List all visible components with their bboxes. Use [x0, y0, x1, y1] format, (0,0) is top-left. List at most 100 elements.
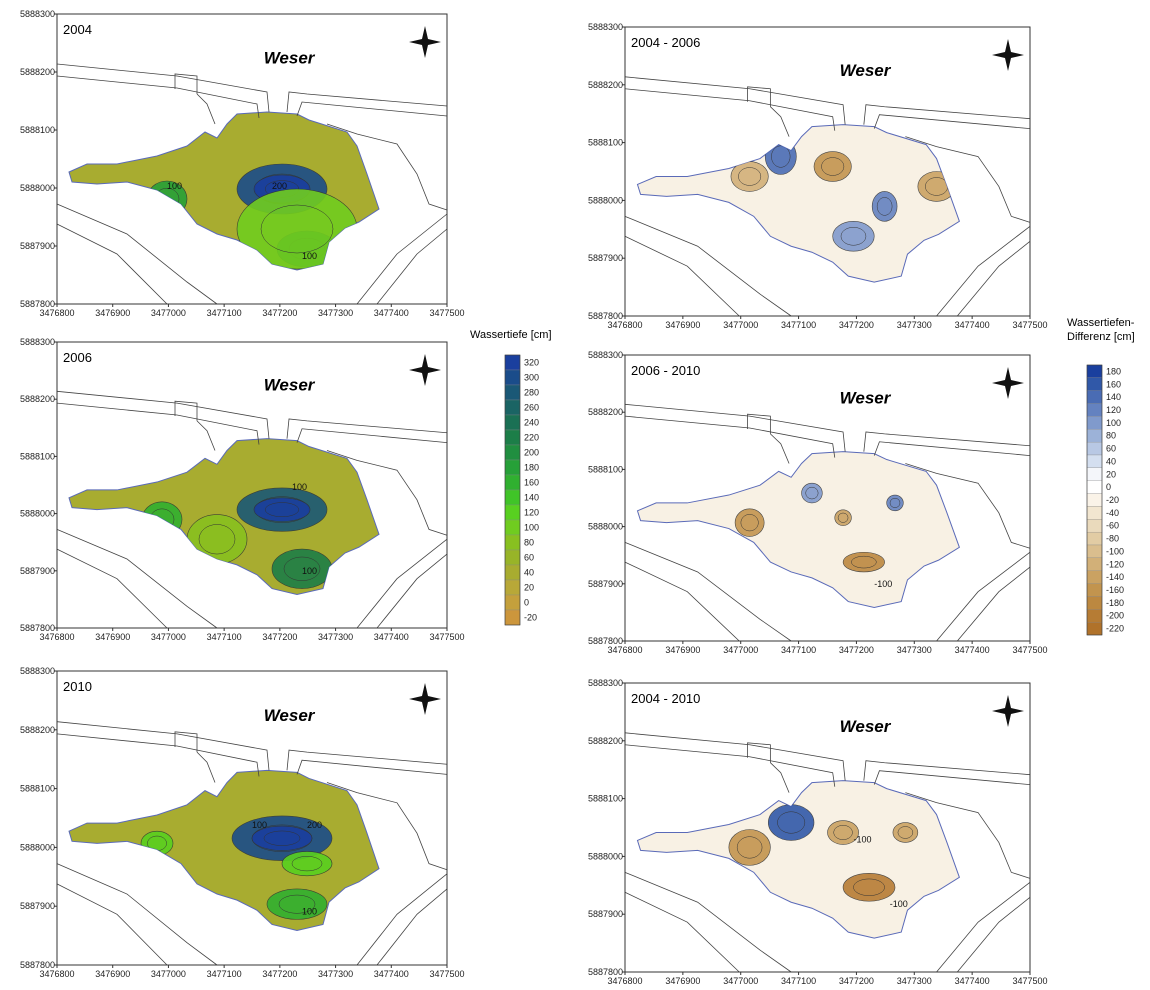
- x-tick-label: 3477000: [151, 969, 186, 979]
- colorbar-cell: [505, 520, 520, 535]
- y-tick-label: 5888200: [588, 736, 623, 746]
- y-tick-label: 5888300: [588, 22, 623, 32]
- contour-zone: [254, 498, 310, 522]
- colorbar-cell: [1087, 455, 1102, 468]
- colorbar-cell: [1087, 609, 1102, 622]
- colorbar-label: -20: [524, 613, 537, 623]
- y-tick-label: 5887900: [20, 241, 55, 251]
- x-tick-label: 3476800: [607, 320, 642, 330]
- colorbar-cell: [1087, 404, 1102, 417]
- x-tick-label: 3477500: [1012, 976, 1047, 985]
- colorbar-label: -220: [1106, 624, 1124, 634]
- x-tick-label: 3477300: [318, 632, 353, 642]
- river-label: Weser: [264, 48, 316, 67]
- x-tick-label: 3477000: [151, 632, 186, 642]
- contour-zone: [835, 510, 852, 526]
- colorbar-label: 100: [1106, 418, 1121, 428]
- contour-zone: [765, 139, 796, 175]
- colorbar-cell: [505, 460, 520, 475]
- y-tick-label: 5888300: [20, 337, 55, 347]
- y-tick-label: 5888300: [20, 9, 55, 19]
- x-tick-label: 3477200: [262, 969, 297, 979]
- shoreline: [287, 92, 447, 112]
- colorbar-cell: [505, 370, 520, 385]
- colorbar-label: 60: [524, 553, 534, 563]
- river-label: Weser: [264, 376, 316, 395]
- colorbar-cell: [505, 610, 520, 625]
- colorbar-label: 180: [524, 463, 539, 473]
- colorbar-cell: [505, 415, 520, 430]
- colorbar-label: 240: [524, 418, 539, 428]
- shoreline: [57, 64, 269, 112]
- colorbar-label: 280: [524, 388, 539, 398]
- contour-zone: [237, 189, 357, 269]
- panel-title: 2010: [63, 679, 92, 694]
- shoreline: [770, 434, 789, 464]
- contour-zone: [887, 495, 904, 511]
- colorbar-cell: [1087, 468, 1102, 481]
- x-tick-label: 3476800: [39, 308, 74, 318]
- shoreline: [57, 76, 259, 118]
- y-tick-label: 5888000: [20, 509, 55, 519]
- map-panel: 2006 - 2010Weser-10034768003476900347700…: [588, 350, 1048, 655]
- x-tick-label: 3477000: [723, 976, 758, 985]
- x-tick-label: 3477500: [429, 308, 464, 318]
- x-tick-label: 3476800: [607, 645, 642, 655]
- colorbar-cell: [1087, 532, 1102, 545]
- x-tick-label: 3477000: [151, 308, 186, 318]
- contour-line: [816, 101, 828, 113]
- colorbar-cell: [505, 475, 520, 490]
- y-tick-label: 5887800: [20, 960, 55, 970]
- contour-label: -100: [874, 579, 892, 589]
- colorbar-cell: [1087, 481, 1102, 494]
- shoreline: [864, 432, 1030, 452]
- colorbar-cell: [1087, 558, 1102, 571]
- colorbar-cell: [505, 595, 520, 610]
- colorbar-label: 80: [1106, 431, 1116, 441]
- contour-zone: [768, 805, 814, 841]
- x-tick-label: 3476900: [665, 976, 700, 985]
- x-tick-label: 3477100: [781, 976, 816, 985]
- shoreline: [57, 549, 167, 628]
- shoreline: [57, 224, 167, 304]
- y-tick-label: 5888100: [20, 784, 55, 794]
- colorbar-label: 300: [524, 373, 539, 383]
- river-label: Weser: [840, 389, 892, 408]
- colorbar-cell: [505, 400, 520, 415]
- y-tick-label: 5888200: [20, 67, 55, 77]
- colorbar-label: -80: [1106, 534, 1119, 544]
- x-tick-label: 3477300: [318, 969, 353, 979]
- y-tick-label: 5888000: [588, 851, 623, 861]
- y-tick-label: 5888300: [20, 666, 55, 676]
- shoreline: [625, 236, 739, 316]
- shoreline: [357, 539, 447, 628]
- y-tick-label: 5888100: [588, 794, 623, 804]
- colorbar-label: 0: [1106, 482, 1111, 492]
- north-arrow: [992, 39, 1024, 71]
- colorbar-cell: [1087, 442, 1102, 455]
- colorbar-label: 260: [524, 403, 539, 413]
- shoreline: [625, 733, 845, 781]
- panel-title: 2006: [63, 350, 92, 365]
- colorbar-cell: [505, 565, 520, 580]
- contour-label: 100: [302, 251, 317, 261]
- y-tick-label: 5887800: [588, 311, 623, 321]
- contour-label: 200: [272, 181, 287, 191]
- x-tick-label: 3477200: [262, 308, 297, 318]
- y-tick-label: 5888200: [20, 725, 55, 735]
- map-panel: 2004 - 2006Weser347680034769003477000347…: [588, 22, 1048, 330]
- y-tick-label: 5887900: [588, 253, 623, 263]
- colorbar-cell: [1087, 506, 1102, 519]
- x-tick-label: 3477200: [262, 632, 297, 642]
- shoreline: [625, 89, 835, 131]
- contour-zone: [729, 829, 771, 865]
- contour-label: 100: [252, 820, 267, 830]
- colorbar-label: 60: [1106, 444, 1116, 454]
- x-tick-label: 3477500: [429, 969, 464, 979]
- panel-title: 2004 - 2006: [631, 35, 700, 50]
- north-arrow: [409, 354, 441, 386]
- contour-zone: [735, 509, 764, 537]
